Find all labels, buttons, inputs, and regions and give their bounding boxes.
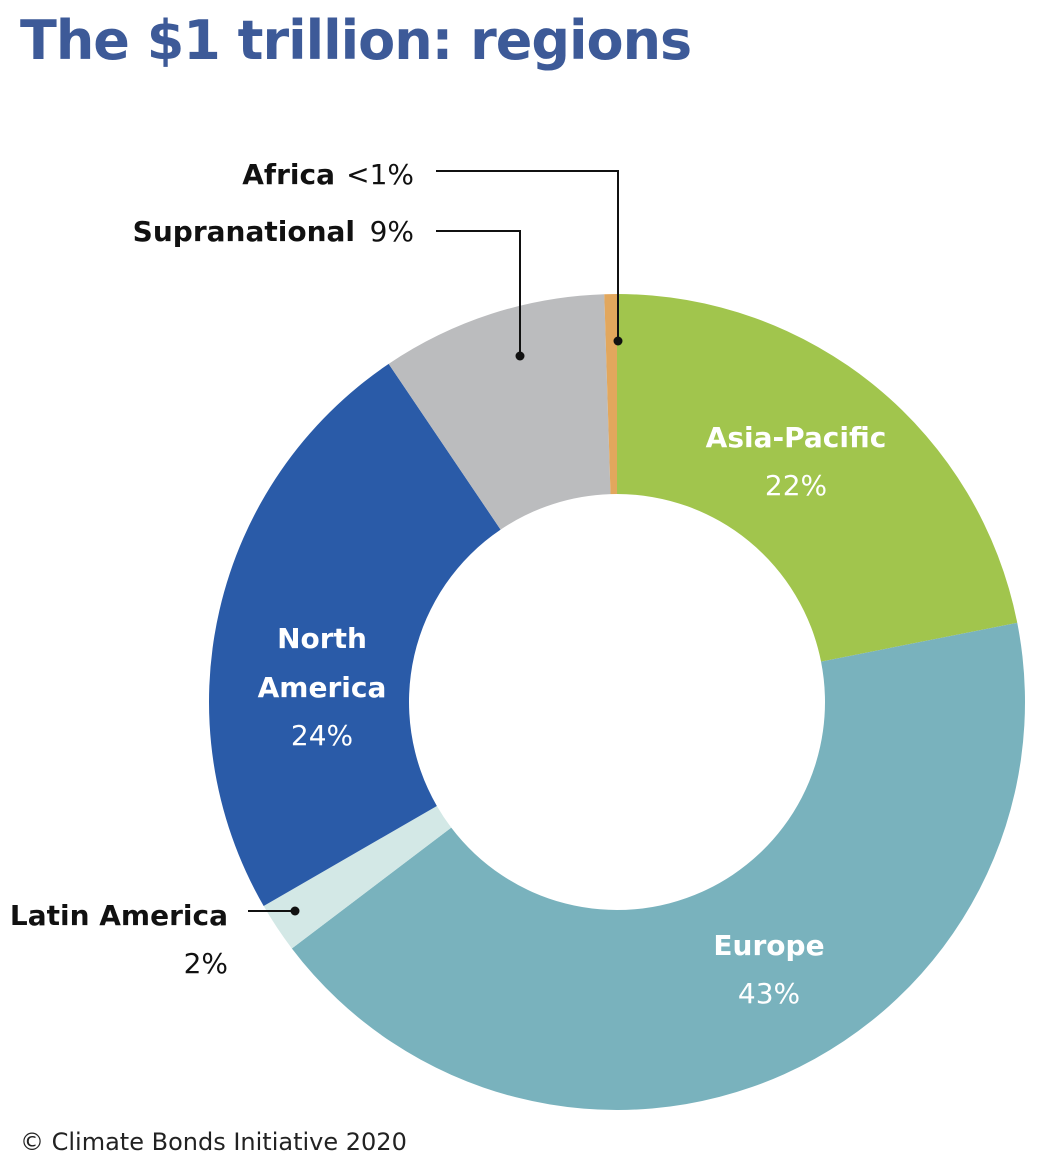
- slice-africa: [604, 294, 617, 495]
- leader-dot-latin-america: [290, 906, 300, 916]
- value-supranational: 9%: [370, 215, 414, 248]
- label-latin-america: Latin America: [10, 899, 228, 932]
- value-latin-america: 2%: [184, 947, 228, 980]
- value-north-america: 24%: [291, 719, 353, 752]
- slice-asia-pacific: [617, 294, 1018, 662]
- label-north-america-line1: North: [277, 622, 367, 655]
- label-supranational: Supranational: [133, 215, 355, 248]
- label-europe: Europe: [713, 929, 824, 962]
- value-europe: 43%: [738, 977, 800, 1010]
- slice-supranational: [388, 294, 611, 530]
- value-africa: <1%: [346, 158, 414, 191]
- slice-latin-america: [263, 806, 452, 949]
- leader-dot-supranational: [515, 351, 525, 361]
- slice-north-america: [209, 363, 501, 906]
- copyright-footer: © Climate Bonds Initiative 2020: [20, 1128, 407, 1156]
- leader-africa: [436, 170, 619, 341]
- label-africa: Africa: [242, 158, 335, 191]
- slice-europe: [291, 622, 1025, 1110]
- value-asia-pacific: 22%: [765, 469, 827, 502]
- chart-title: The $1 trillion: regions: [20, 9, 692, 72]
- label-north-america-line2: America: [258, 671, 387, 704]
- label-asia-pacific: Asia-Pacific: [706, 421, 887, 454]
- leader-supranational: [436, 230, 521, 356]
- leader-dot-africa: [613, 336, 623, 346]
